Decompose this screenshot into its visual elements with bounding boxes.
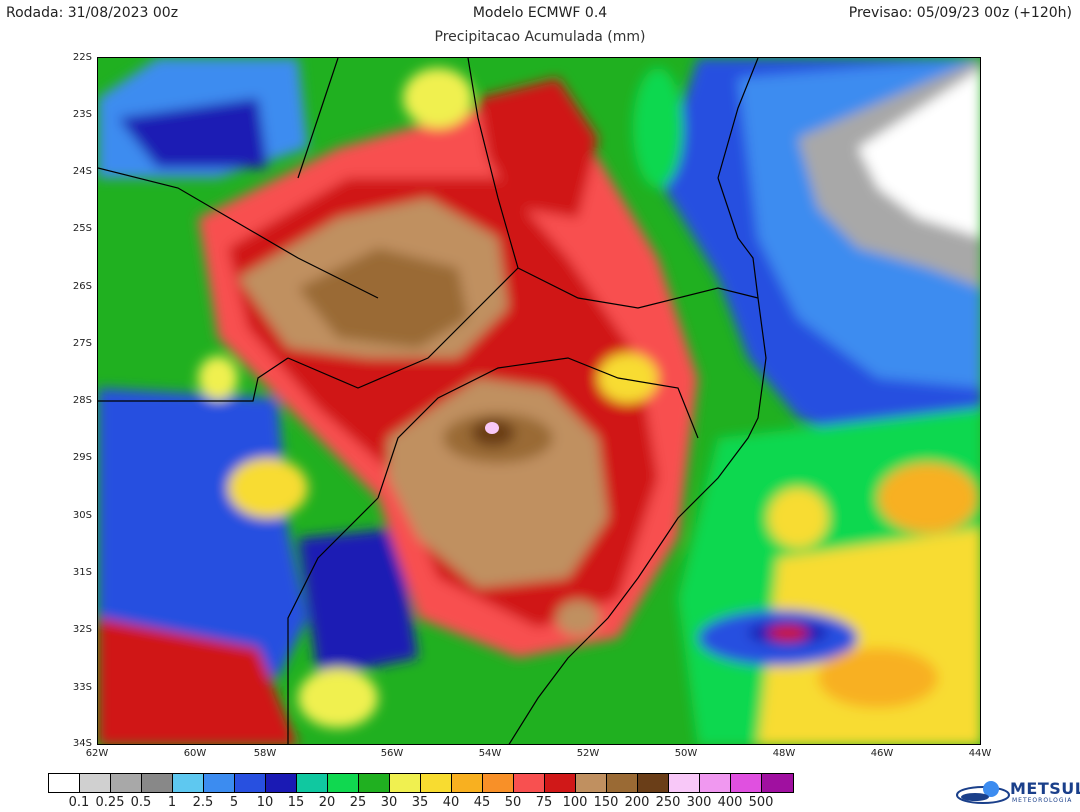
- legend-label: 2.5: [192, 795, 214, 810]
- legend-label: 1: [167, 795, 177, 810]
- precipitation-field: [98, 58, 980, 744]
- legend-swatch: [421, 774, 452, 792]
- lat-tick: 24S: [72, 166, 92, 177]
- lat-tick: 23S: [72, 109, 92, 120]
- legend-label: 150: [593, 795, 619, 810]
- lon-tick: 62W: [85, 748, 109, 759]
- legend-label: 20: [318, 795, 336, 810]
- legend-label: 30: [380, 795, 398, 810]
- legend-swatch: [49, 774, 80, 792]
- legend-label: 100: [562, 795, 588, 810]
- lat-tick: 28S: [72, 395, 92, 406]
- legend-label: 0.1: [68, 795, 90, 810]
- legend-swatch: [452, 774, 483, 792]
- model-title: Modelo ECMWF 0.4: [472, 5, 608, 21]
- lat-tick: 32S: [72, 624, 92, 635]
- legend-label: 25: [349, 795, 367, 810]
- legend-swatch: [762, 774, 793, 792]
- legend-label: 0.5: [130, 795, 152, 810]
- lon-tick: 58W: [253, 748, 277, 759]
- precipitation-legend: [48, 773, 794, 793]
- legend-swatch: [576, 774, 607, 792]
- legend-label: 15: [287, 795, 305, 810]
- lat-tick: 26S: [72, 281, 92, 292]
- legend-swatch: [235, 774, 266, 792]
- legend-swatch: [204, 774, 235, 792]
- legend-swatch: [142, 774, 173, 792]
- legend-swatch: [700, 774, 731, 792]
- legend-swatch: [483, 774, 514, 792]
- lat-tick: 25S: [72, 223, 92, 234]
- logo-subtitle: METEOROLOGIA: [1012, 797, 1073, 804]
- legend-swatch: [731, 774, 762, 792]
- precipitation-map: [97, 57, 981, 745]
- legend-label: 35: [411, 795, 429, 810]
- legend-swatch: [514, 774, 545, 792]
- legend-label: 200: [624, 795, 650, 810]
- legend-label: 75: [535, 795, 553, 810]
- legend-label: 400: [717, 795, 743, 810]
- legend-label: 250: [655, 795, 681, 810]
- legend-swatch: [80, 774, 111, 792]
- lat-tick: 34S: [72, 738, 92, 749]
- legend-swatch: [328, 774, 359, 792]
- legend-swatch: [545, 774, 576, 792]
- legend-label: 300: [686, 795, 712, 810]
- legend-swatch: [359, 774, 390, 792]
- legend-swatch: [111, 774, 142, 792]
- lon-tick: 44W: [968, 748, 992, 759]
- lon-tick: 50W: [674, 748, 698, 759]
- legend-swatch: [266, 774, 297, 792]
- lat-tick: 27S: [72, 338, 92, 349]
- legend-swatch: [390, 774, 421, 792]
- legend-label: 5: [229, 795, 239, 810]
- legend-label: 500: [748, 795, 774, 810]
- lat-tick: 30S: [72, 510, 92, 521]
- forecast-valid-label: Previsao: 05/09/23 00z (+120h): [848, 5, 1072, 21]
- legend-swatch: [297, 774, 328, 792]
- legend-label: 10: [256, 795, 274, 810]
- map-subtitle: Precipitacao Acumulada (mm): [434, 29, 646, 45]
- lat-tick: 31S: [72, 567, 92, 578]
- lon-tick: 48W: [772, 748, 796, 759]
- lon-tick: 52W: [576, 748, 600, 759]
- legend-label: 40: [442, 795, 460, 810]
- lat-tick: 22S: [72, 52, 92, 63]
- legend-swatch: [607, 774, 638, 792]
- lon-tick: 46W: [870, 748, 894, 759]
- metsul-logo: [956, 781, 1010, 804]
- legend-swatch: [669, 774, 700, 792]
- legend-swatch: [173, 774, 204, 792]
- legend-swatch: [638, 774, 669, 792]
- legend-label: 50: [504, 795, 522, 810]
- run-time-label: Rodada: 31/08/2023 00z: [6, 5, 179, 21]
- legend-label: 45: [473, 795, 491, 810]
- lon-tick: 56W: [380, 748, 404, 759]
- legend-label: 0.25: [95, 795, 125, 810]
- lon-tick: 54W: [478, 748, 502, 759]
- lon-tick: 60W: [183, 748, 207, 759]
- lat-tick: 29S: [72, 452, 92, 463]
- lat-tick: 33S: [72, 682, 92, 693]
- logo-name: METSUL: [1010, 779, 1080, 798]
